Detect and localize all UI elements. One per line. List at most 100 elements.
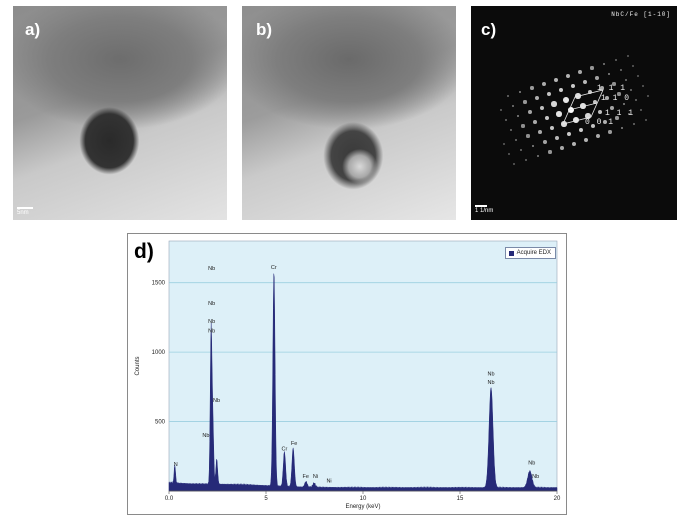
peak-label: Nb xyxy=(208,319,215,325)
diffraction-spot xyxy=(558,87,564,93)
diffraction-spot xyxy=(563,97,569,103)
scale-bar-a-text: 5nm xyxy=(17,210,29,216)
y-tick-label: 1500 xyxy=(152,281,166,287)
diffraction-index-4: 0 0 1 xyxy=(585,118,615,127)
chart-legend: Acquire EDX xyxy=(504,247,556,259)
diffraction-spot xyxy=(641,84,645,88)
tem-image-b: b) xyxy=(242,6,456,220)
diffraction-spot xyxy=(605,96,609,100)
diffraction-spot xyxy=(617,92,621,96)
diffraction-spot xyxy=(590,66,594,70)
diffraction-spot xyxy=(536,154,540,158)
peak-label: Nb xyxy=(488,372,495,378)
diffraction-spot xyxy=(560,146,564,150)
diffraction-spot xyxy=(533,120,537,124)
diffraction-spot xyxy=(499,108,503,112)
diffraction-spot xyxy=(524,158,528,162)
panel-label-a: a) xyxy=(25,20,41,39)
unit-cell-outline xyxy=(562,89,604,125)
peak-label: Nb xyxy=(213,398,220,404)
diffraction-spot xyxy=(627,112,631,116)
y-tick-label: 1000 xyxy=(152,350,166,356)
peak-label: Fe xyxy=(291,441,297,447)
diffraction-spot xyxy=(535,96,539,100)
diffraction-spot xyxy=(523,100,527,104)
index-lines xyxy=(562,89,604,125)
diffraction-spot xyxy=(549,125,555,131)
diffraction-spot xyxy=(516,114,520,118)
diffraction-spot xyxy=(612,82,616,86)
diffraction-spot xyxy=(583,137,589,143)
diffraction-spot xyxy=(530,86,534,90)
x-axis-label: Energy (keV) xyxy=(345,504,380,510)
diffraction-spot xyxy=(595,76,599,80)
diffraction-spot xyxy=(570,83,576,89)
diffraction-spot xyxy=(626,54,630,58)
peak-label: Nb xyxy=(208,301,215,307)
peak-label: Nb xyxy=(208,329,215,335)
diffraction-spot xyxy=(554,135,560,141)
panel-label-d: d) xyxy=(134,240,154,263)
diffraction-spot xyxy=(556,111,562,117)
x-tick-label: 10 xyxy=(360,496,367,502)
diffraction-spot xyxy=(565,73,571,79)
diffraction-spot xyxy=(622,102,626,106)
diffraction-spot xyxy=(544,115,550,121)
peak-label: Nb xyxy=(202,433,209,439)
y-tick-label: 500 xyxy=(155,420,166,426)
diffraction-spot xyxy=(615,116,619,120)
diffraction-spot xyxy=(506,94,510,98)
diffraction-spot xyxy=(542,82,546,86)
peak-label: Cr xyxy=(271,265,277,271)
diffraction-spot xyxy=(526,134,530,138)
x-tick-label: 5 xyxy=(264,496,268,502)
diffraction-index-1: 1 1 1 xyxy=(597,84,627,93)
diffraction-pattern-c: c) NbC/Fe [1-10] 1 1 1 1 1 0 1 1 1 0 0 1… xyxy=(471,6,677,220)
scale-bar-a: 5nm xyxy=(17,207,33,216)
panel-label-b: b) xyxy=(256,20,273,39)
diffraction-spot xyxy=(519,148,523,152)
peak-label: N xyxy=(174,462,178,468)
diffraction-spot xyxy=(592,99,598,105)
diffraction-spot xyxy=(619,68,623,72)
diffraction-spot xyxy=(512,162,516,166)
diffraction-spot xyxy=(614,58,618,62)
diffraction-spot xyxy=(624,78,628,82)
diffraction-spot xyxy=(518,90,522,94)
peak-label: Nb xyxy=(488,380,495,386)
diffraction-spot xyxy=(553,77,559,83)
diffraction-spot xyxy=(502,142,506,146)
diffraction-spot xyxy=(521,124,525,128)
unit-cell-midline xyxy=(568,102,598,111)
diffraction-spot xyxy=(514,138,518,142)
diffraction-spot xyxy=(578,70,582,74)
diffraction-spot xyxy=(636,74,640,78)
edx-chart: 500 1000 1500 0.0 5 10 15 20 Energy (keV) Counts N… xyxy=(135,240,561,510)
diffraction-spot xyxy=(511,104,515,108)
diffraction-spot xyxy=(600,86,604,90)
peak-label: Cr xyxy=(282,447,288,453)
x-tick-label: 15 xyxy=(457,496,464,502)
peak-label: Nb xyxy=(532,474,539,480)
diffraction-spot xyxy=(567,106,575,114)
peak-label: Nb xyxy=(528,461,535,467)
diffraction-spot xyxy=(603,120,607,124)
diffraction-spot xyxy=(629,88,633,92)
diffraction-spot xyxy=(546,91,552,97)
diffraction-spot xyxy=(644,118,648,122)
diffraction-spot xyxy=(566,131,572,137)
diffraction-spot xyxy=(507,152,511,156)
tem-image-a: a) 5nm xyxy=(13,6,227,220)
zone-axis-label: NbC/Fe [1-10] xyxy=(611,11,671,18)
diffraction-spot xyxy=(608,130,612,134)
diffraction-spot xyxy=(582,79,588,85)
legend-swatch xyxy=(508,250,514,256)
legend-entry: Acquire EDX xyxy=(516,250,551,256)
diffraction-spot xyxy=(596,134,600,138)
diffraction-spot xyxy=(509,128,513,132)
diffraction-spot xyxy=(573,117,579,123)
peak-label: Fe xyxy=(303,474,309,480)
x-tick-label: 0.0 xyxy=(165,496,174,502)
diffraction-spot xyxy=(597,109,603,115)
diffraction-spot xyxy=(578,127,584,133)
